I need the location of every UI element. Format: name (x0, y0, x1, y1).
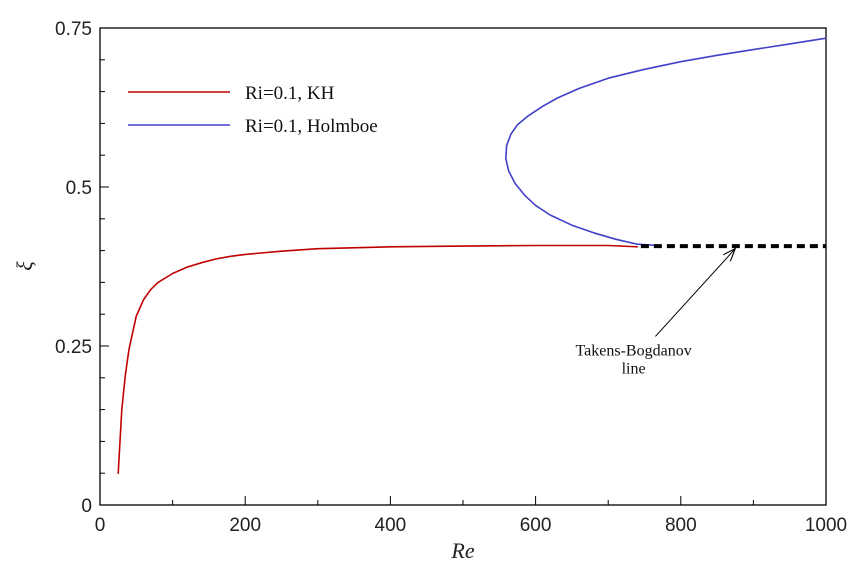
y-tick-label: 0.75 (55, 19, 92, 40)
series-lines (117, 37, 827, 475)
legend-label-kh: Ri=0.1, KH (245, 83, 335, 104)
tick-labels: 0 200 400 600 800 1000 0 0.25 0.5 0.75 (55, 19, 847, 536)
x-tick-label: 1000 (805, 515, 847, 536)
x-tick-label: 200 (229, 515, 261, 536)
x-tick-label: 800 (665, 515, 697, 536)
y-axis-label: ξ (12, 261, 37, 271)
axis-ticks (99, 27, 827, 506)
x-tick-label: 400 (375, 515, 407, 536)
annotation-arrow (655, 249, 735, 337)
series-line-1 (504, 37, 827, 247)
annotation-text-line-2: line (622, 361, 646, 378)
legend-label-holmboe: Ri=0.1, Holmboe (245, 116, 378, 137)
series-line-0 (117, 244, 639, 475)
y-tick-label: 0.5 (66, 178, 92, 199)
y-tick-label: 0 (81, 496, 92, 517)
x-tick-label: 0 (95, 515, 106, 536)
legend: Ri=0.1, KH Ri=0.1, Holmboe (128, 83, 378, 137)
annotation: Takens-Bogdanov line (576, 249, 736, 378)
x-axis-label: Re (450, 538, 474, 563)
annotation-text-line-1: Takens-Bogdanov (576, 343, 692, 360)
plot-frame (99, 27, 827, 506)
x-tick-label: 600 (520, 515, 552, 536)
y-tick-label: 0.25 (55, 337, 92, 358)
